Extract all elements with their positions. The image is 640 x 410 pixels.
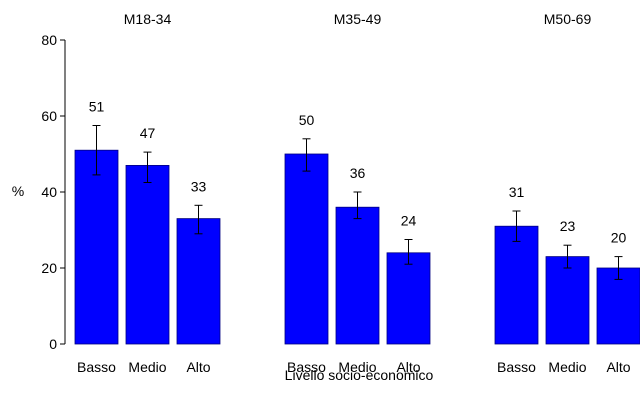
bar bbox=[494, 225, 539, 345]
bar bbox=[596, 267, 640, 345]
y-axis-label: % bbox=[12, 183, 24, 199]
bar bbox=[335, 206, 380, 345]
data-label: 31 bbox=[509, 184, 525, 200]
category-label: Medio bbox=[128, 359, 166, 375]
data-label: 20 bbox=[611, 230, 627, 246]
y-tick-label: 60 bbox=[41, 108, 57, 124]
data-label: 36 bbox=[350, 165, 366, 181]
data-label: 47 bbox=[140, 125, 156, 141]
y-tick-label: 20 bbox=[41, 260, 57, 276]
bar-groups: M18-34 51 Basso 47 Medio 33 Alto M35-49 50 Basso 3… bbox=[74, 11, 640, 375]
data-label: 24 bbox=[401, 213, 417, 229]
data-label: 23 bbox=[560, 218, 576, 234]
category-label: Alto bbox=[606, 359, 630, 375]
category-label: Basso bbox=[77, 359, 116, 375]
data-label: 33 bbox=[191, 178, 207, 194]
bar bbox=[386, 252, 431, 345]
bar bbox=[545, 256, 590, 345]
bar bbox=[284, 153, 329, 345]
group-title: M50-69 bbox=[544, 11, 592, 27]
y-axis: 0 20 40 60 80 bbox=[41, 32, 66, 352]
bar bbox=[74, 149, 119, 345]
category-label: Medio bbox=[338, 359, 376, 375]
data-label: 51 bbox=[89, 99, 105, 115]
category-label: Basso bbox=[497, 359, 536, 375]
category-label: Alto bbox=[396, 359, 420, 375]
y-tick-label: 80 bbox=[41, 32, 57, 48]
x-axis-label: Livello socio-economico bbox=[285, 367, 434, 383]
bar-group: M18-34 51 Basso 47 Medio 33 Alto bbox=[74, 11, 221, 375]
bar bbox=[125, 164, 170, 345]
group-title: M18-34 bbox=[124, 11, 172, 27]
y-tick-label: 40 bbox=[41, 184, 57, 200]
bar-group: M35-49 50 Basso 36 Medio 24 Alto bbox=[284, 11, 431, 375]
data-label: 50 bbox=[299, 112, 315, 128]
category-label: Medio bbox=[548, 359, 586, 375]
bar-group: M50-69 31 Basso 23 Medio 20 Alto bbox=[494, 11, 640, 375]
group-title: M35-49 bbox=[334, 11, 382, 27]
category-label: Alto bbox=[186, 359, 210, 375]
bar bbox=[176, 218, 221, 345]
category-label: Basso bbox=[287, 359, 326, 375]
y-tick-label: 0 bbox=[49, 336, 57, 352]
